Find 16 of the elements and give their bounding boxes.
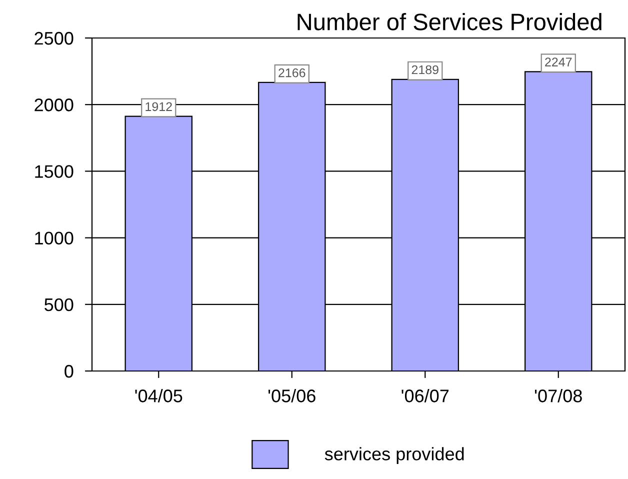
data-label: 2166	[278, 68, 306, 78]
data-label: 2247	[545, 58, 572, 66]
y-tick-label: 0	[64, 364, 74, 378]
y-tick-label: 1000	[35, 232, 74, 245]
x-tick-label: '05/06	[268, 389, 316, 402]
legend-label: services provided	[324, 447, 464, 464]
chart-title: Number of Services Provided	[298, 12, 602, 30]
x-tick-label: '04/05	[135, 389, 182, 402]
x-tick-label: '06/07	[402, 389, 449, 402]
data-label: 2189	[412, 65, 438, 74]
x-tick-label: '07/08	[534, 389, 582, 402]
y-tick-label: 2500	[34, 32, 74, 45]
y-tick-label: 500	[44, 298, 74, 312]
data-label: 1912	[146, 102, 172, 112]
y-tick-label: 2000	[34, 98, 74, 112]
y-tick-label: 1500	[35, 165, 74, 178]
